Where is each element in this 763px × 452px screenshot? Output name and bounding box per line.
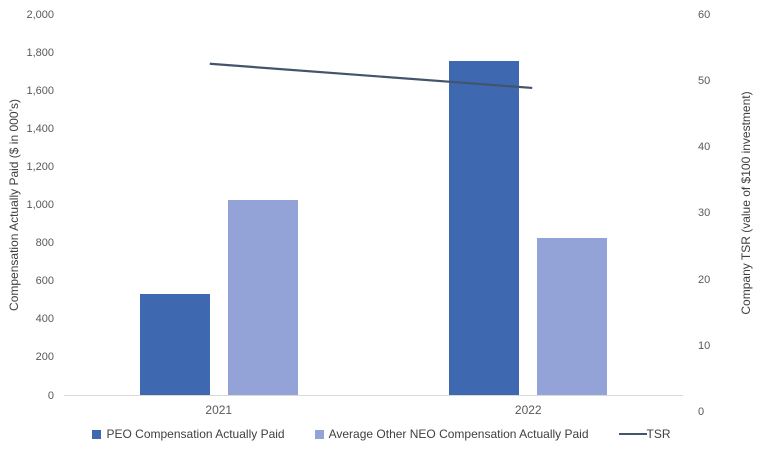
bar-neo-2021 [227,199,298,395]
legend-item-tsr: TSR [618,427,671,441]
legend-item-peo: PEO Compensation Actually Paid [92,427,285,441]
tick-label-left: 600 [35,275,54,288]
legend-label-peo: PEO Compensation Actually Paid [106,427,285,441]
legend-label-neo: Average Other NEO Compensation Actually … [328,427,589,441]
category-label: 2022 [514,403,542,417]
bar-neo-2022 [537,237,608,395]
tick-label-left: 2,000 [26,9,54,21]
tick-label-left: 1,800 [26,47,54,60]
tick-label-left: 1,000 [26,199,54,212]
tick-label-left: 1,400 [26,123,54,136]
category-label: 2021 [205,403,233,417]
bar-peo-2022 [449,60,520,395]
legend-swatch-tsr-line [618,433,647,435]
legend-label-tsr: TSR [646,427,671,441]
legend-swatch-neo [314,429,324,439]
tick-label-right: 60 [698,8,711,21]
legend: PEO Compensation Actually Paid Average O… [0,427,763,441]
bar-peo-2021 [139,293,210,395]
tick-label-right: 50 [698,75,711,87]
tick-label-right: 40 [698,141,711,154]
tick-label-left: 200 [35,351,54,364]
tick-label-right: 0 [698,406,705,418]
tick-label-left: 1,600 [26,85,54,98]
legend-swatch-peo [92,429,102,439]
tick-label-right: 30 [698,207,711,220]
x-axis-line [64,395,683,396]
tick-label-right: 10 [698,339,711,352]
tick-label-left: 800 [35,237,54,250]
tick-label-left: 400 [35,313,54,326]
legend-item-neo: Average Other NEO Compensation Actually … [314,427,589,441]
tick-label-left: 1,200 [26,161,54,174]
tick-label-left: 0 [47,389,54,402]
tick-label-right: 20 [698,273,711,286]
